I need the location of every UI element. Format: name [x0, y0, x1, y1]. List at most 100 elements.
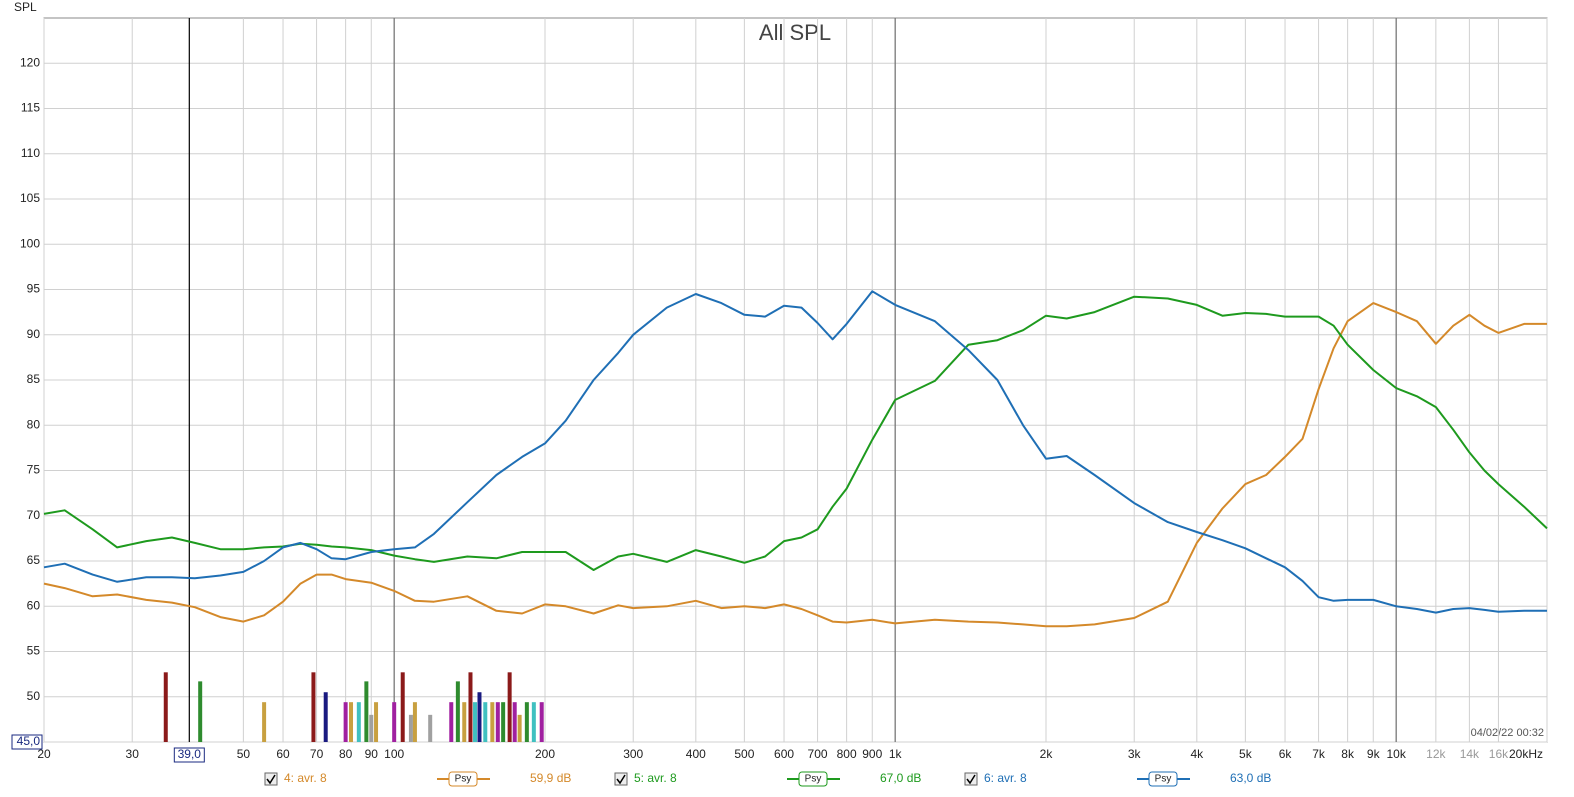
y-tick-label: 70 — [27, 508, 41, 522]
y-tick-label: 100 — [20, 236, 40, 250]
x-tick-label: 800 — [837, 747, 857, 761]
legend-smoothing: Psy — [1155, 774, 1172, 785]
x-tick-label: 80 — [339, 747, 353, 761]
y-tick-label: 45,0 — [17, 734, 41, 748]
peak-bar — [524, 702, 529, 742]
peak-bar — [455, 681, 460, 742]
legend-cursor-value: 67,0 dB — [880, 771, 921, 785]
peak-bar — [507, 672, 512, 742]
x-tick-label: 200 — [535, 747, 555, 761]
legend-cursor-value: 63,0 dB — [1230, 771, 1271, 785]
y-tick-label: 110 — [21, 146, 40, 160]
y-tick-label: 90 — [27, 327, 41, 341]
chart-title: All SPL — [759, 20, 831, 45]
y-tick-label: 85 — [27, 372, 41, 386]
y-tick-label: 80 — [27, 417, 41, 431]
peak-bar — [539, 702, 544, 742]
y-tick-label: 55 — [27, 644, 41, 658]
x-tick-label: 100 — [384, 747, 404, 761]
legend-smoothing-box[interactable] — [1148, 771, 1178, 787]
legend-cursor-value: 59,9 dB — [530, 771, 571, 785]
x-tick-label: 14k — [1460, 747, 1480, 761]
timestamp: 04/02/22 00:32 — [1471, 727, 1544, 739]
x-tick-label: 50 — [237, 747, 251, 761]
peak-bar — [531, 702, 536, 742]
x-tick-label: 60 — [276, 747, 290, 761]
cursor-label: 39,0 — [178, 747, 202, 761]
x-tick-label: 10k — [1387, 747, 1407, 761]
legend-smoothing: Psy — [805, 774, 822, 785]
y-tick-label: 95 — [27, 282, 41, 296]
peak-bar — [262, 702, 267, 742]
x-tick-label: 600 — [774, 747, 794, 761]
x-tick-label: 16k — [1489, 747, 1509, 761]
legend-name: 5: avr. 8 — [634, 771, 677, 785]
y-tick-label: 50 — [27, 689, 41, 703]
peak-bar — [323, 692, 328, 742]
peak-bar — [449, 702, 454, 742]
legend-checkbox[interactable] — [264, 772, 278, 786]
x-tick-label: 2k — [1040, 747, 1054, 761]
x-tick-label: 3k — [1128, 747, 1142, 761]
x-tick-label: 12k — [1426, 747, 1446, 761]
x-tick-label: 400 — [686, 747, 706, 761]
checkmark — [266, 774, 276, 785]
peak-bar — [495, 702, 500, 742]
x-tick-label: 20 — [37, 747, 51, 761]
peak-bar — [490, 702, 495, 742]
peak-bar — [356, 702, 361, 742]
peak-bar — [512, 702, 517, 742]
peak-bar — [374, 702, 379, 742]
legend-smoothing-box[interactable] — [448, 771, 478, 787]
y-tick-label: 115 — [21, 101, 40, 115]
peak-bar — [501, 702, 506, 742]
peak-bar — [343, 702, 348, 742]
legend-checkbox[interactable] — [964, 772, 978, 786]
legend-checkbox[interactable] — [614, 772, 628, 786]
y-tick-label: 75 — [27, 463, 41, 477]
x-tick-label: 30 — [126, 747, 140, 761]
x-tick-label: 1k — [889, 747, 903, 761]
peak-bar — [369, 714, 374, 742]
y-axis-label: SPL — [14, 0, 37, 14]
legend-smoothing-box[interactable] — [798, 771, 828, 787]
peak-bar — [462, 702, 467, 742]
series-line — [43, 290, 1547, 614]
legend-name: 6: avr. 8 — [984, 771, 1027, 785]
x-tick-label: 20kHz — [1509, 747, 1543, 761]
y-tick-label: 120 — [20, 55, 40, 69]
y-tick-label: 65 — [27, 553, 41, 567]
peak-bar — [412, 702, 417, 742]
y-tick-label: 105 — [20, 191, 40, 205]
peak-bar — [517, 714, 522, 742]
checkmark — [616, 774, 626, 785]
legend-name: 4: avr. 8 — [284, 771, 327, 785]
x-tick-label: 500 — [734, 747, 754, 761]
peak-bar — [428, 714, 433, 742]
y-tick-box — [11, 734, 43, 750]
x-tick-label: 700 — [808, 747, 828, 761]
x-tick-label: 4k — [1190, 747, 1204, 761]
y-tick-label: 60 — [27, 598, 41, 612]
peak-bar — [311, 672, 316, 742]
series-line — [43, 302, 1547, 628]
peak-bar — [473, 702, 478, 742]
peak-bar — [468, 672, 473, 742]
peak-bar — [392, 702, 397, 742]
peak-bar — [483, 702, 488, 742]
x-tick-label: 70 — [310, 747, 324, 761]
x-tick-label: 6k — [1279, 747, 1293, 761]
peak-bar — [349, 702, 354, 742]
peak-bar — [400, 672, 405, 742]
legend-smoothing: Psy — [455, 774, 472, 785]
x-tick-label: 8k — [1341, 747, 1355, 761]
peak-bar — [364, 681, 369, 742]
x-tick-label: 9k — [1367, 747, 1381, 761]
checkmark — [966, 774, 976, 785]
x-tick-label: 90 — [365, 747, 379, 761]
peak-bar — [163, 672, 168, 742]
x-tick-label: 900 — [862, 747, 882, 761]
x-tick-label: 300 — [623, 747, 643, 761]
